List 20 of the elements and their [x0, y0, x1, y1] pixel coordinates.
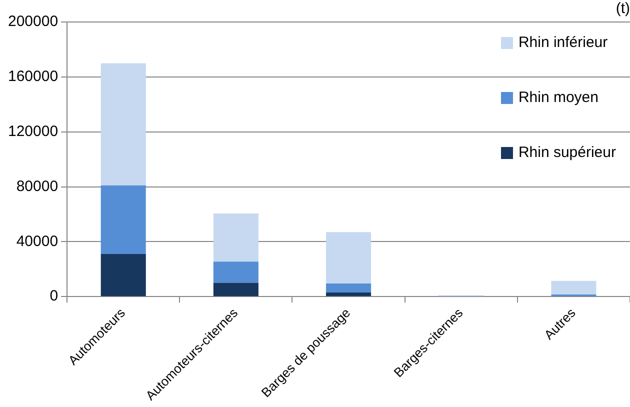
y-tick-label: 120000 — [8, 122, 58, 140]
y-tick-label: 200000 — [8, 13, 58, 30]
bar — [326, 232, 372, 284]
bar — [213, 262, 258, 283]
bar — [213, 214, 258, 262]
bar — [100, 63, 146, 186]
bar — [326, 284, 372, 292]
y-tick-label: 40000 — [16, 232, 58, 250]
y-tick-label: 0 — [50, 288, 58, 305]
chart-title: (t) — [616, 0, 630, 18]
legend-label: Rhin inférieur — [518, 34, 608, 51]
bar — [551, 280, 596, 295]
bar — [100, 185, 146, 254]
y-tick-label: 80000 — [16, 178, 58, 195]
legend-label: Rhin moyen — [518, 89, 598, 106]
y-tick-label: 160000 — [8, 68, 58, 86]
bar — [100, 254, 146, 296]
bar — [213, 282, 258, 296]
bar — [326, 292, 372, 296]
legend-label: Rhin supérieur — [518, 144, 616, 161]
